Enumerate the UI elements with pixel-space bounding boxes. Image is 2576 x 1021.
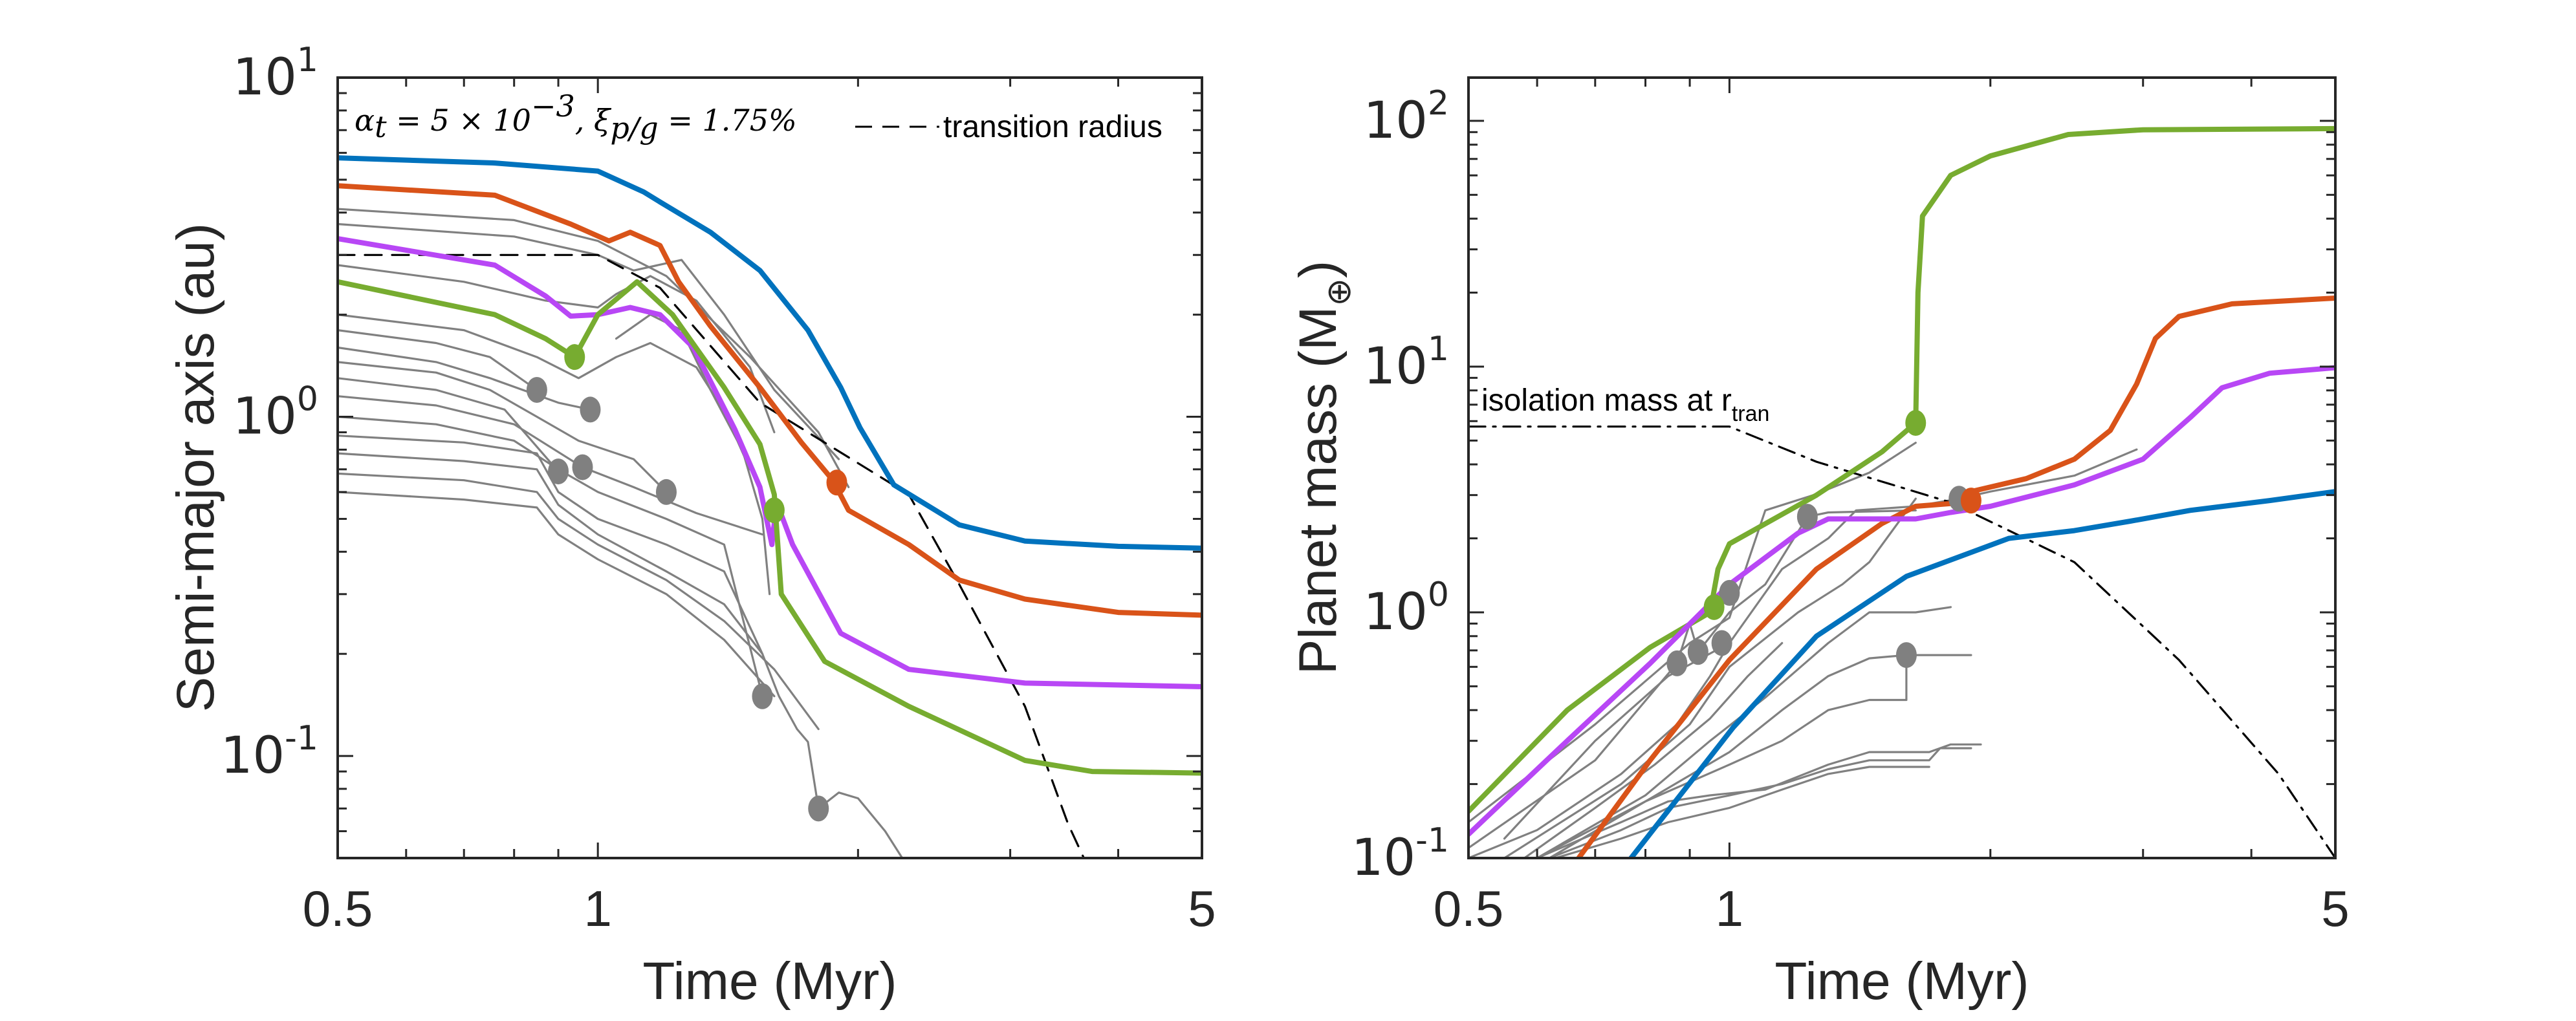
x-tick-label: 1 bbox=[1716, 880, 1743, 937]
series-line-gray-4 bbox=[338, 314, 771, 596]
planet-mass-series bbox=[1468, 125, 2335, 858]
planet-mass-frame bbox=[1467, 76, 2337, 859]
y-tick-label: 10-1 bbox=[1351, 821, 1449, 887]
semi-major-axis-frame bbox=[336, 76, 1203, 859]
series-line-gray-1 bbox=[338, 208, 850, 488]
data-point-marker bbox=[1711, 630, 1732, 656]
series-line-gray-14 bbox=[338, 491, 776, 698]
isolation-mass-subscript: tran bbox=[1732, 402, 1770, 426]
series-line-isolation-mass bbox=[1468, 425, 2335, 858]
x-tick-label: 0.5 bbox=[1434, 880, 1503, 937]
series-line-gray-10 bbox=[338, 415, 764, 698]
series-line-gray-9 bbox=[1548, 747, 1972, 858]
alpha-symbol: α bbox=[355, 103, 375, 138]
data-point-marker bbox=[826, 469, 847, 496]
x-tick-label: 0.5 bbox=[303, 880, 373, 937]
series-line-planet-orange bbox=[1576, 296, 2335, 858]
series-line-gray-12 bbox=[1523, 641, 1784, 858]
isolation-mass-text: isolation mass at r bbox=[1481, 383, 1732, 418]
series-line-gray-10 bbox=[1554, 766, 1930, 858]
parameter-annotation: αt = 5 × 10−3, ξp/g = 1.75% bbox=[355, 89, 797, 145]
data-point-marker bbox=[526, 377, 547, 403]
alpha-subscript: t bbox=[375, 109, 387, 144]
series-line-gray-3 bbox=[338, 264, 776, 434]
series-line-gray-13 bbox=[338, 472, 820, 731]
xi-value: = 1.75% bbox=[659, 103, 797, 138]
series-line-gray-8 bbox=[338, 377, 560, 473]
data-point-marker bbox=[1666, 650, 1688, 676]
data-point-marker bbox=[1905, 410, 1927, 436]
x-axis-label-right: Time (Myr) bbox=[1774, 952, 2029, 1011]
series-line-planet-orange bbox=[338, 183, 1202, 618]
y-tick-label: 101 bbox=[233, 41, 318, 107]
series-line-gray-7 bbox=[338, 361, 668, 493]
data-point-marker bbox=[763, 497, 785, 524]
semi-major-axis-panel: 0.5 1 5 10-1 100 101 αt = 5 × 10−3, ξp/g = 1.… bbox=[166, 41, 1216, 1011]
series-line-planet-purple bbox=[1468, 365, 2335, 837]
semi-major-axis-series bbox=[338, 155, 1202, 858]
xi-subscript: p/g bbox=[610, 111, 658, 145]
y-axis-label-right-main: Planet mass (M bbox=[1289, 306, 1348, 675]
y-tick-label: 100 bbox=[233, 380, 318, 446]
y-axis-label-right-close: ) bbox=[1289, 261, 1348, 278]
data-point-marker bbox=[1960, 488, 1981, 514]
data-point-marker bbox=[1703, 594, 1725, 620]
data-point-marker bbox=[548, 458, 569, 485]
x-axis-label-left: Time (Myr) bbox=[642, 952, 897, 1011]
series-line-planet-purple bbox=[338, 236, 1202, 689]
series-line-gray-5 bbox=[1536, 606, 1952, 858]
series-line-gray-15 bbox=[817, 791, 904, 858]
data-point-marker bbox=[1796, 504, 1818, 530]
data-point-marker bbox=[564, 344, 585, 371]
x-tick-label: 5 bbox=[1188, 880, 1216, 937]
y-tick-label: 100 bbox=[1364, 575, 1449, 641]
data-point-marker bbox=[655, 478, 677, 505]
series-line-gray-11 bbox=[338, 435, 764, 655]
alpha-exponent: −3 bbox=[531, 89, 575, 124]
series-line-planet-blue bbox=[1628, 489, 2335, 858]
x-tick-label: 1 bbox=[584, 880, 611, 937]
x-tick-label: 5 bbox=[2321, 880, 2349, 937]
data-point-marker bbox=[572, 454, 593, 480]
legend: transition radius bbox=[855, 110, 1162, 144]
series-line-gray-3 bbox=[1468, 509, 1917, 849]
data-point-marker bbox=[1687, 639, 1708, 665]
series-line-gray-12 bbox=[338, 452, 820, 810]
data-point-marker bbox=[752, 683, 773, 709]
series-line-gray-11 bbox=[1468, 641, 1730, 858]
xi-symbol: , ξ bbox=[575, 103, 612, 138]
y-tick-label: 10-1 bbox=[221, 719, 318, 785]
semi-major-axis-markers bbox=[526, 344, 847, 822]
series-line-gray-1 bbox=[1468, 442, 1917, 824]
earth-symbol-icon: ⊕ bbox=[1320, 278, 1358, 306]
data-point-marker bbox=[580, 396, 601, 423]
y-axis-label-left: Semi-major axis (au) bbox=[166, 223, 225, 712]
series-line-gray-6 bbox=[338, 346, 592, 411]
semi-major-axis-ticks: 0.5 1 5 10-1 100 101 bbox=[221, 41, 1216, 937]
isolation-mass-annotation: isolation mass at rtran bbox=[1481, 383, 1769, 426]
data-point-marker bbox=[1719, 579, 1740, 606]
series-line-planet-green bbox=[338, 279, 1202, 776]
planet-mass-markers bbox=[1666, 410, 1981, 676]
y-tick-label: 102 bbox=[1364, 84, 1449, 150]
series-line-gray-7 bbox=[1536, 654, 1908, 858]
planet-mass-ticks: 0.5 1 5 10-1 100 101 102 bbox=[1351, 78, 2350, 937]
series-line-gray-5 bbox=[338, 329, 538, 391]
alpha-value: = 5 × 10 bbox=[387, 103, 531, 138]
series-line-gray-2 bbox=[338, 222, 840, 460]
y-axis-label-right: Planet mass (M⊕) bbox=[1289, 261, 1358, 675]
series-line-gray-4 bbox=[1503, 497, 1917, 858]
planet-mass-panel: 0.5 1 5 10-1 100 101 102 isolation mass at rtr… bbox=[1289, 76, 2350, 1011]
legend-label-transition-radius: transition radius bbox=[943, 110, 1162, 144]
y-tick-label: 101 bbox=[1364, 330, 1449, 396]
data-point-marker bbox=[808, 795, 829, 822]
data-point-marker bbox=[1895, 642, 1917, 669]
series-line-planet-blue bbox=[338, 155, 1202, 551]
